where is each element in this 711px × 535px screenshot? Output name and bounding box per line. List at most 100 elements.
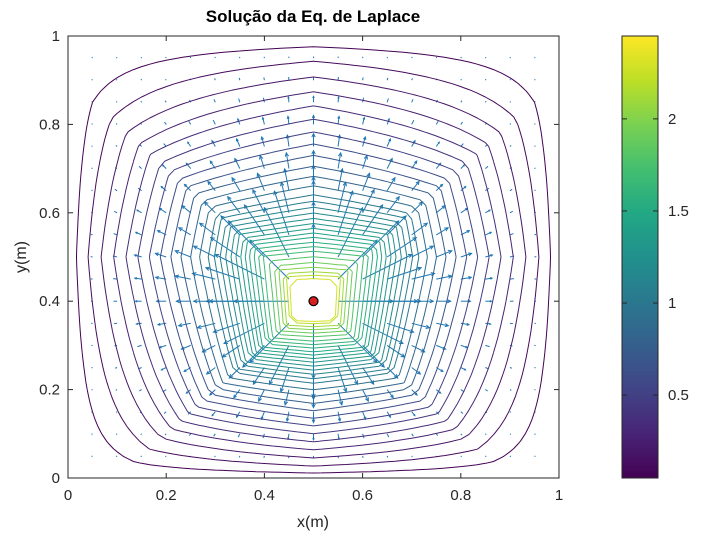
quiver-arrow	[534, 56, 536, 59]
quiver-arrow	[263, 77, 265, 81]
quiver-arrow	[211, 411, 216, 417]
quiver-arrow	[192, 245, 216, 258]
quiver-arrow	[362, 135, 367, 147]
quiver-arrow	[435, 183, 444, 192]
quiver-arrow	[411, 180, 420, 192]
plot-frame	[67, 35, 560, 479]
quiver-arrow	[133, 277, 142, 280]
source-marker-layer	[308, 296, 319, 307]
quiver-arrow	[460, 207, 469, 214]
quiver-arrow	[435, 433, 439, 436]
quiver-arrow	[411, 119, 415, 125]
quiver-arrow	[238, 455, 241, 458]
quiver-arrow	[411, 99, 414, 103]
quiver-arrow	[213, 433, 216, 437]
quiver-arrow	[174, 274, 191, 280]
quiver-arrow	[214, 78, 216, 81]
quiver-arrow	[337, 95, 340, 103]
quiver-arrow	[163, 411, 167, 414]
contour-level	[286, 274, 341, 325]
quiver-arrow	[485, 277, 494, 280]
y-axis-label: y(m)	[13, 241, 30, 273]
x-tick-label: 0.6	[352, 487, 373, 504]
source-point-marker	[308, 296, 319, 307]
quiver-arrow	[362, 345, 386, 368]
contour-level	[253, 241, 374, 349]
axis-ticks: 0 0.2 0.4 0.6 0.8 1 0 0.2 0.4 0.6 0.8 1	[39, 28, 563, 504]
quiver-arrow	[337, 389, 344, 406]
quiver-arrow	[212, 119, 216, 125]
contour-level	[258, 246, 369, 346]
y-tick-label: 0.4	[39, 293, 60, 310]
contour-level	[249, 236, 378, 353]
quiver-arrow	[220, 215, 241, 236]
quiver-arrow	[260, 411, 265, 421]
quiver-arrow	[161, 164, 167, 169]
quiver-arrow	[485, 344, 490, 348]
quiver-arrow	[139, 389, 142, 392]
quiver-arrow	[411, 139, 416, 147]
contour-level	[262, 250, 365, 342]
quiver-arrow	[312, 95, 315, 103]
contour-level	[274, 261, 353, 334]
quiver-arrow	[283, 389, 290, 406]
quiver-arrow	[411, 367, 422, 375]
contour-lines	[76, 46, 551, 474]
quiver-arrow	[91, 189, 93, 192]
quiver-arrow	[115, 78, 118, 81]
quiver-arrow	[411, 245, 435, 258]
quiver-arrow	[164, 100, 167, 103]
quiver-arrow	[115, 389, 118, 391]
quiver-arrow	[386, 411, 392, 419]
quiver-arrow	[509, 233, 514, 236]
contour-level	[268, 256, 359, 338]
quiver-arrow	[312, 433, 315, 441]
quiver-arrow	[311, 149, 316, 169]
quiver-arrow	[114, 367, 118, 369]
quiver-arrow	[435, 205, 446, 214]
quiver-arrow	[411, 299, 435, 304]
quiver-arrow	[411, 433, 414, 437]
quiver-arrow	[228, 367, 241, 379]
quiver-arrow	[285, 411, 290, 423]
quiver-arrow	[261, 116, 265, 125]
contour-level	[282, 271, 345, 328]
quiver-arrow	[209, 389, 216, 396]
quiver-arrow	[534, 433, 536, 435]
quiver-arrow	[509, 123, 512, 125]
quiver-arrow	[509, 101, 512, 103]
quiver-arrow	[435, 141, 440, 147]
quiver-arrow	[115, 145, 118, 147]
quiver-arrow	[113, 210, 118, 214]
quiver-arrow	[140, 78, 143, 81]
quiver-arrow	[212, 322, 241, 334]
quiver-arrow	[509, 78, 512, 81]
quiver-arrow	[91, 78, 93, 81]
colorbar	[621, 35, 659, 479]
contour-level	[159, 143, 468, 419]
contour-level	[235, 223, 392, 363]
quiver-arrow	[460, 411, 464, 414]
quiver-arrow	[411, 411, 416, 417]
quiver-arrow	[165, 455, 167, 458]
quiver-arrow	[485, 299, 493, 303]
quiver-arrow	[287, 433, 290, 441]
quiver-arrow	[213, 99, 216, 103]
quiver-arrow	[187, 141, 192, 147]
quiver-arrow	[258, 389, 265, 403]
quiver-arrow	[386, 389, 394, 399]
quiver-arrow	[534, 123, 536, 125]
colorbar-ticks: 0.5 1 1.5 2	[622, 111, 689, 404]
quiver-arrow	[386, 195, 400, 214]
quiver-arrow	[386, 157, 393, 169]
quiver-arrow	[188, 120, 192, 125]
quiver-arrow	[362, 411, 367, 421]
quiver-arrow	[156, 322, 167, 326]
quiver-arrow	[460, 100, 463, 103]
contour-level	[113, 91, 514, 451]
quiver-arrow	[509, 367, 513, 369]
quiver-arrow	[386, 455, 389, 458]
quiver-arrow	[205, 367, 216, 375]
quiver-arrow	[211, 139, 216, 147]
quiver-arrow	[362, 188, 375, 214]
